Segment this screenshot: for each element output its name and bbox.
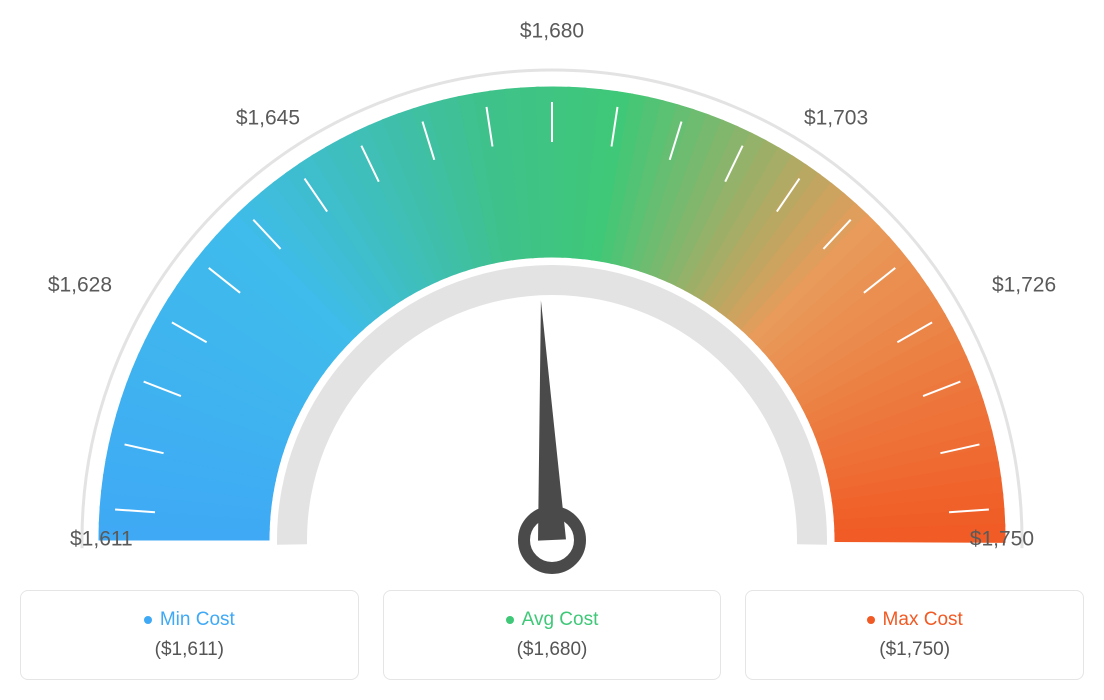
legend-card-avg: Avg Cost ($1,680) <box>383 590 722 680</box>
svg-text:$1,726: $1,726 <box>992 274 1056 297</box>
gauge-svg: $1,611 $1,628 $1,645 $1,680 $1,703 $1,726 $1,7… <box>20 20 1084 580</box>
legend-card-min: Min Cost ($1,611) <box>20 590 359 680</box>
svg-text:$1,750: $1,750 <box>970 528 1034 551</box>
legend-value-min: ($1,611) <box>41 639 338 661</box>
legend-dot-avg <box>506 616 514 624</box>
gauge-needle <box>524 300 580 568</box>
legend-card-max: Max Cost ($1,750) <box>745 590 1084 680</box>
legend-value-avg: ($1,680) <box>404 639 701 661</box>
legend-value-max: ($1,750) <box>766 639 1063 661</box>
svg-text:$1,611: $1,611 <box>70 528 133 551</box>
svg-text:$1,628: $1,628 <box>48 274 112 297</box>
legend-label-max: Max Cost <box>883 609 963 631</box>
gauge-chart: $1,611 $1,628 $1,645 $1,680 $1,703 $1,726 $1,7… <box>20 20 1084 580</box>
legend-dot-max <box>867 616 875 624</box>
legend-title-min: Min Cost <box>41 609 338 631</box>
legend-label-min: Min Cost <box>160 609 235 631</box>
svg-text:$1,645: $1,645 <box>236 106 300 129</box>
legend-label-avg: Avg Cost <box>522 609 599 631</box>
legend-row: Min Cost ($1,611) Avg Cost ($1,680) Max … <box>20 590 1084 680</box>
legend-title-max: Max Cost <box>766 609 1063 631</box>
svg-text:$1,703: $1,703 <box>804 106 868 129</box>
svg-text:$1,680: $1,680 <box>520 20 584 43</box>
legend-dot-min <box>144 616 152 624</box>
legend-title-avg: Avg Cost <box>404 609 701 631</box>
